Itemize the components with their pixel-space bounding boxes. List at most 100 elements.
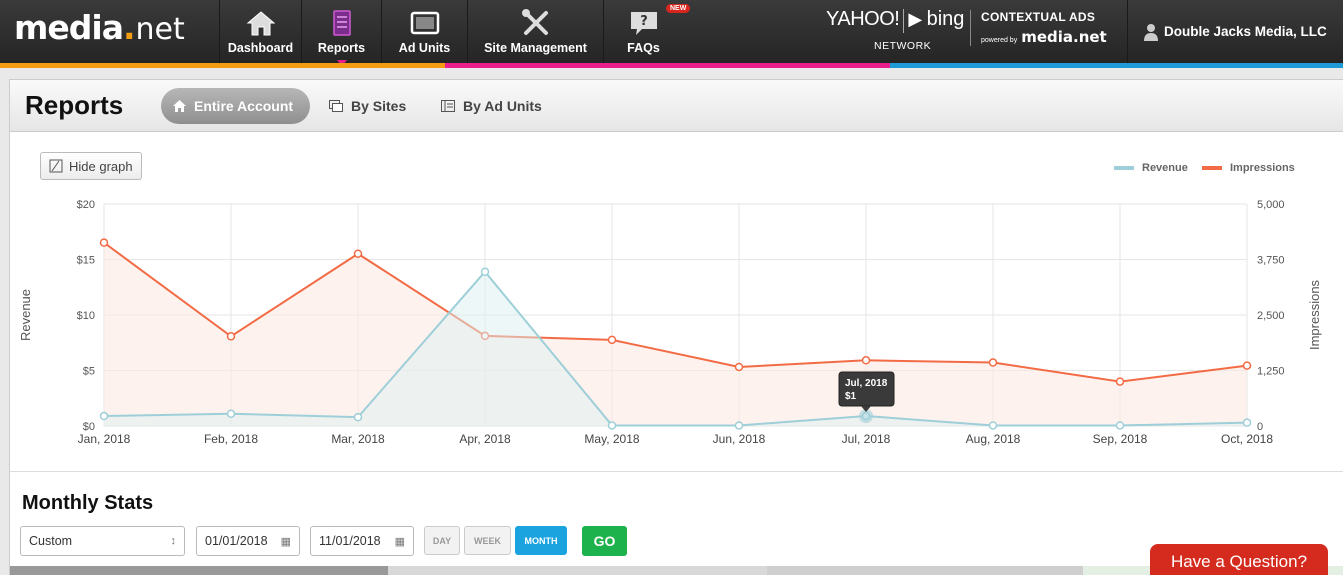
performance-chart: $0 0 $5 1,250 $10 2,500 $15 3,750 $20 5,000 Jan, 2… xyxy=(18,199,1322,446)
end-date-value: 11/01/2018 xyxy=(319,534,381,548)
network-label: NETWORK xyxy=(874,40,932,52)
revenue-point xyxy=(1115,421,1125,430)
partner-divider xyxy=(903,8,905,33)
x-tick-label: Apr, 2018 xyxy=(459,432,511,446)
color-stripe xyxy=(0,63,1343,68)
graph-divider xyxy=(10,471,1343,472)
y-tick-label-left: $15 xyxy=(77,255,95,267)
user-icon xyxy=(1144,23,1158,41)
impressions-point xyxy=(1115,377,1125,386)
x-tick-label: Oct, 2018 xyxy=(1221,432,1273,446)
y-axis-title-left: Revenue xyxy=(18,289,33,341)
revenue-point xyxy=(226,409,236,419)
nav-item-reports[interactable]: Reports xyxy=(301,0,381,66)
end-date-input[interactable]: 11/01/2018 ▦ xyxy=(310,526,414,556)
nav-item-ad-units[interactable]: Ad Units xyxy=(381,0,467,63)
sites-icon xyxy=(329,100,343,112)
nav-label: FAQs xyxy=(627,41,660,55)
account-menu[interactable]: Double Jacks Media, LLC xyxy=(1127,0,1327,63)
powered-by-brand: media.net xyxy=(1021,28,1107,46)
reports-panel: Reports Entire Account By Sites By Ad Un… xyxy=(9,79,1343,575)
x-tick-label: Sep, 2018 xyxy=(1093,432,1148,446)
revenue-point xyxy=(1242,418,1252,427)
granularity-day-button[interactable]: DAY xyxy=(424,526,460,555)
impressions-point xyxy=(607,335,617,345)
tab-entire-account[interactable]: Entire Account xyxy=(161,88,310,124)
tooltip-arrow xyxy=(861,406,871,413)
hide-graph-label: Hide graph xyxy=(69,158,133,174)
legend-swatch xyxy=(1202,166,1222,170)
y-tick-label-right: 2,500 xyxy=(1257,310,1285,322)
nav-item-faqs[interactable]: ? NEW FAQs xyxy=(603,0,691,63)
home-icon xyxy=(246,11,275,36)
revenue-point xyxy=(607,421,617,430)
table-header-segment xyxy=(767,566,1083,575)
legend-revenue[interactable]: Revenue xyxy=(1114,162,1188,174)
media-net-logo[interactable]: media. net xyxy=(14,8,185,52)
impressions-point xyxy=(226,332,236,341)
x-tick-label: Jul, 2018 xyxy=(842,432,891,446)
powered-by-label: powered by xyxy=(981,37,1018,44)
reports-icon xyxy=(332,10,351,36)
table-header-segment xyxy=(10,566,388,575)
tab-label: By Ad Units xyxy=(463,98,542,114)
go-button[interactable]: GO xyxy=(582,526,627,556)
contextual-ads-logo: CONTEXTUAL ADS powered by media.net xyxy=(970,10,1107,46)
hide-graph-button[interactable]: Hide graph xyxy=(40,152,142,180)
y-axis-title-right: Impressions xyxy=(1307,279,1322,350)
logo-dot: . xyxy=(122,8,136,47)
revenue-point xyxy=(353,412,363,422)
monthly-stats-title: Monthly Stats xyxy=(22,492,154,514)
calendar-icon: ▦ xyxy=(394,535,405,548)
powered-by: powered by media.net xyxy=(981,28,1107,46)
revenue-area xyxy=(104,271,1247,426)
x-tick-label: May, 2018 xyxy=(584,432,639,446)
logo-text: media xyxy=(14,8,124,47)
tooltip-highlight xyxy=(859,409,873,424)
faq-icon-glyph: ? xyxy=(640,14,648,29)
impressions-point xyxy=(1242,361,1252,370)
impressions-point xyxy=(988,358,998,367)
revenue-line xyxy=(103,270,1248,427)
nav-label: Site Management xyxy=(484,41,587,55)
tools-icon xyxy=(521,9,548,35)
chart-tooltip: Jul, 2018 $1 xyxy=(838,371,895,413)
page-title: Reports xyxy=(25,90,124,120)
tab-by-sites[interactable]: By Sites xyxy=(317,88,423,124)
revenue-point xyxy=(99,411,109,421)
impressions-line xyxy=(103,241,1248,383)
range-select[interactable]: Custom ↕ xyxy=(20,526,185,556)
y-tick-label-left: $10 xyxy=(77,310,95,322)
ad-units-icon xyxy=(410,11,439,35)
yahoo-bing-network-logo: YAHOO! ▶ bing NETWORK xyxy=(826,8,965,52)
start-date-input[interactable]: 01/01/2018 ▦ xyxy=(196,526,300,556)
legend-swatch xyxy=(1114,166,1134,170)
tab-by-ad-units[interactable]: By Ad Units xyxy=(429,88,555,124)
yahoo-logo: YAHOO! xyxy=(826,8,900,30)
tab-label: Entire Account xyxy=(194,98,294,114)
bing-logo: bing xyxy=(926,8,965,30)
nav-item-site-management[interactable]: Site Management xyxy=(467,0,603,63)
y-tick-label-right: 3,750 xyxy=(1257,255,1285,267)
new-badge: NEW xyxy=(666,4,691,13)
top-navigation: media. net Dashboard Reports Ad Units Sit… xyxy=(0,0,1343,68)
legend-impressions[interactable]: Impressions xyxy=(1202,162,1295,174)
y-tick-label-left: $5 xyxy=(83,366,95,378)
y-tick-label-left: $20 xyxy=(77,199,95,211)
ad-units-icon xyxy=(441,100,455,112)
nav-item-dashboard[interactable]: Dashboard xyxy=(219,0,301,63)
range-select-value: Custom xyxy=(29,534,73,548)
select-arrows-icon: ↕ xyxy=(170,535,177,547)
granularity-week-button[interactable]: WEEK xyxy=(464,526,511,555)
legend-label: Revenue xyxy=(1142,162,1188,174)
nav-label: Ad Units xyxy=(398,41,451,55)
revenue-point xyxy=(734,421,744,430)
faq-icon: ? xyxy=(630,12,657,35)
reports-header: Reports Entire Account By Sites By Ad Un… xyxy=(10,80,1343,132)
account-name: Double Jacks Media, LLC xyxy=(1164,24,1327,39)
y-tick-label-right: 5,000 xyxy=(1257,199,1285,211)
have-a-question-button[interactable]: Have a Question? xyxy=(1150,544,1328,575)
legend-label: Impressions xyxy=(1230,162,1295,174)
granularity-month-button[interactable]: MONTH xyxy=(515,526,567,555)
y-tick-label-right: 1,250 xyxy=(1257,366,1285,378)
